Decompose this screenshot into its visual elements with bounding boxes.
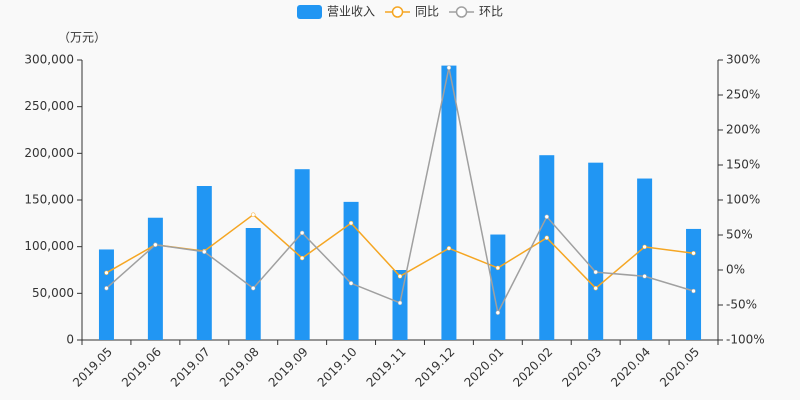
point: [593, 269, 598, 275]
point: [544, 235, 550, 241]
legend-swatch: [391, 6, 404, 18]
point: [299, 230, 305, 236]
y2-tick-label: 250%: [726, 88, 760, 102]
point: [348, 220, 354, 226]
point: [104, 285, 109, 291]
point: [202, 249, 207, 255]
bar: [490, 234, 506, 340]
y-tick-label: 50,000: [32, 286, 74, 300]
point: [397, 300, 403, 306]
point: [446, 246, 452, 251]
point: [691, 288, 696, 294]
point: [250, 285, 256, 291]
y2-tick-label: 100%: [726, 193, 760, 207]
legend-label: 营业收入: [327, 5, 375, 19]
point: [495, 310, 501, 315]
bar: [588, 162, 604, 340]
y2-tick-label: -100%: [726, 333, 765, 347]
point: [691, 250, 696, 256]
y2-tick-label: 50%: [726, 228, 753, 242]
y-tick-label: 0: [66, 333, 74, 347]
y-axis-label: （万元）: [58, 31, 106, 45]
bar: [637, 178, 653, 340]
legend-swatch: [297, 5, 322, 19]
point: [495, 265, 501, 271]
bar: [686, 228, 702, 340]
point: [642, 274, 647, 279]
bar: [147, 217, 163, 340]
bar: [343, 201, 359, 340]
y2-tick-label: 0%: [726, 263, 745, 277]
y-tick-label: 250,000: [24, 99, 74, 113]
point: [250, 212, 256, 217]
legend-label: 同比: [415, 5, 439, 19]
bar: [196, 186, 212, 340]
y2-tick-label: 300%: [726, 53, 760, 67]
bar: [294, 169, 310, 340]
y-tick-label: 100,000: [24, 239, 74, 253]
y2-tick-label: 200%: [726, 123, 760, 137]
point: [397, 274, 403, 279]
y-tick-label: 300,000: [24, 53, 74, 67]
bar: [245, 228, 261, 340]
point: [104, 270, 109, 276]
point: [348, 281, 354, 286]
y2-tick-label: -50%: [726, 298, 757, 312]
bar: [441, 65, 457, 340]
point: [642, 244, 647, 250]
y-tick-label: 200,000: [24, 146, 74, 160]
point: [446, 65, 452, 70]
bar: [98, 249, 114, 340]
legend-swatch: [455, 6, 468, 18]
point: [544, 214, 550, 220]
y-tick-label: 150,000: [24, 193, 74, 207]
legend-label: 环比: [479, 5, 503, 19]
y2-tick-label: 150%: [726, 158, 760, 172]
point: [153, 242, 158, 248]
bar: [539, 155, 555, 340]
point: [299, 255, 305, 261]
point: [593, 285, 598, 291]
